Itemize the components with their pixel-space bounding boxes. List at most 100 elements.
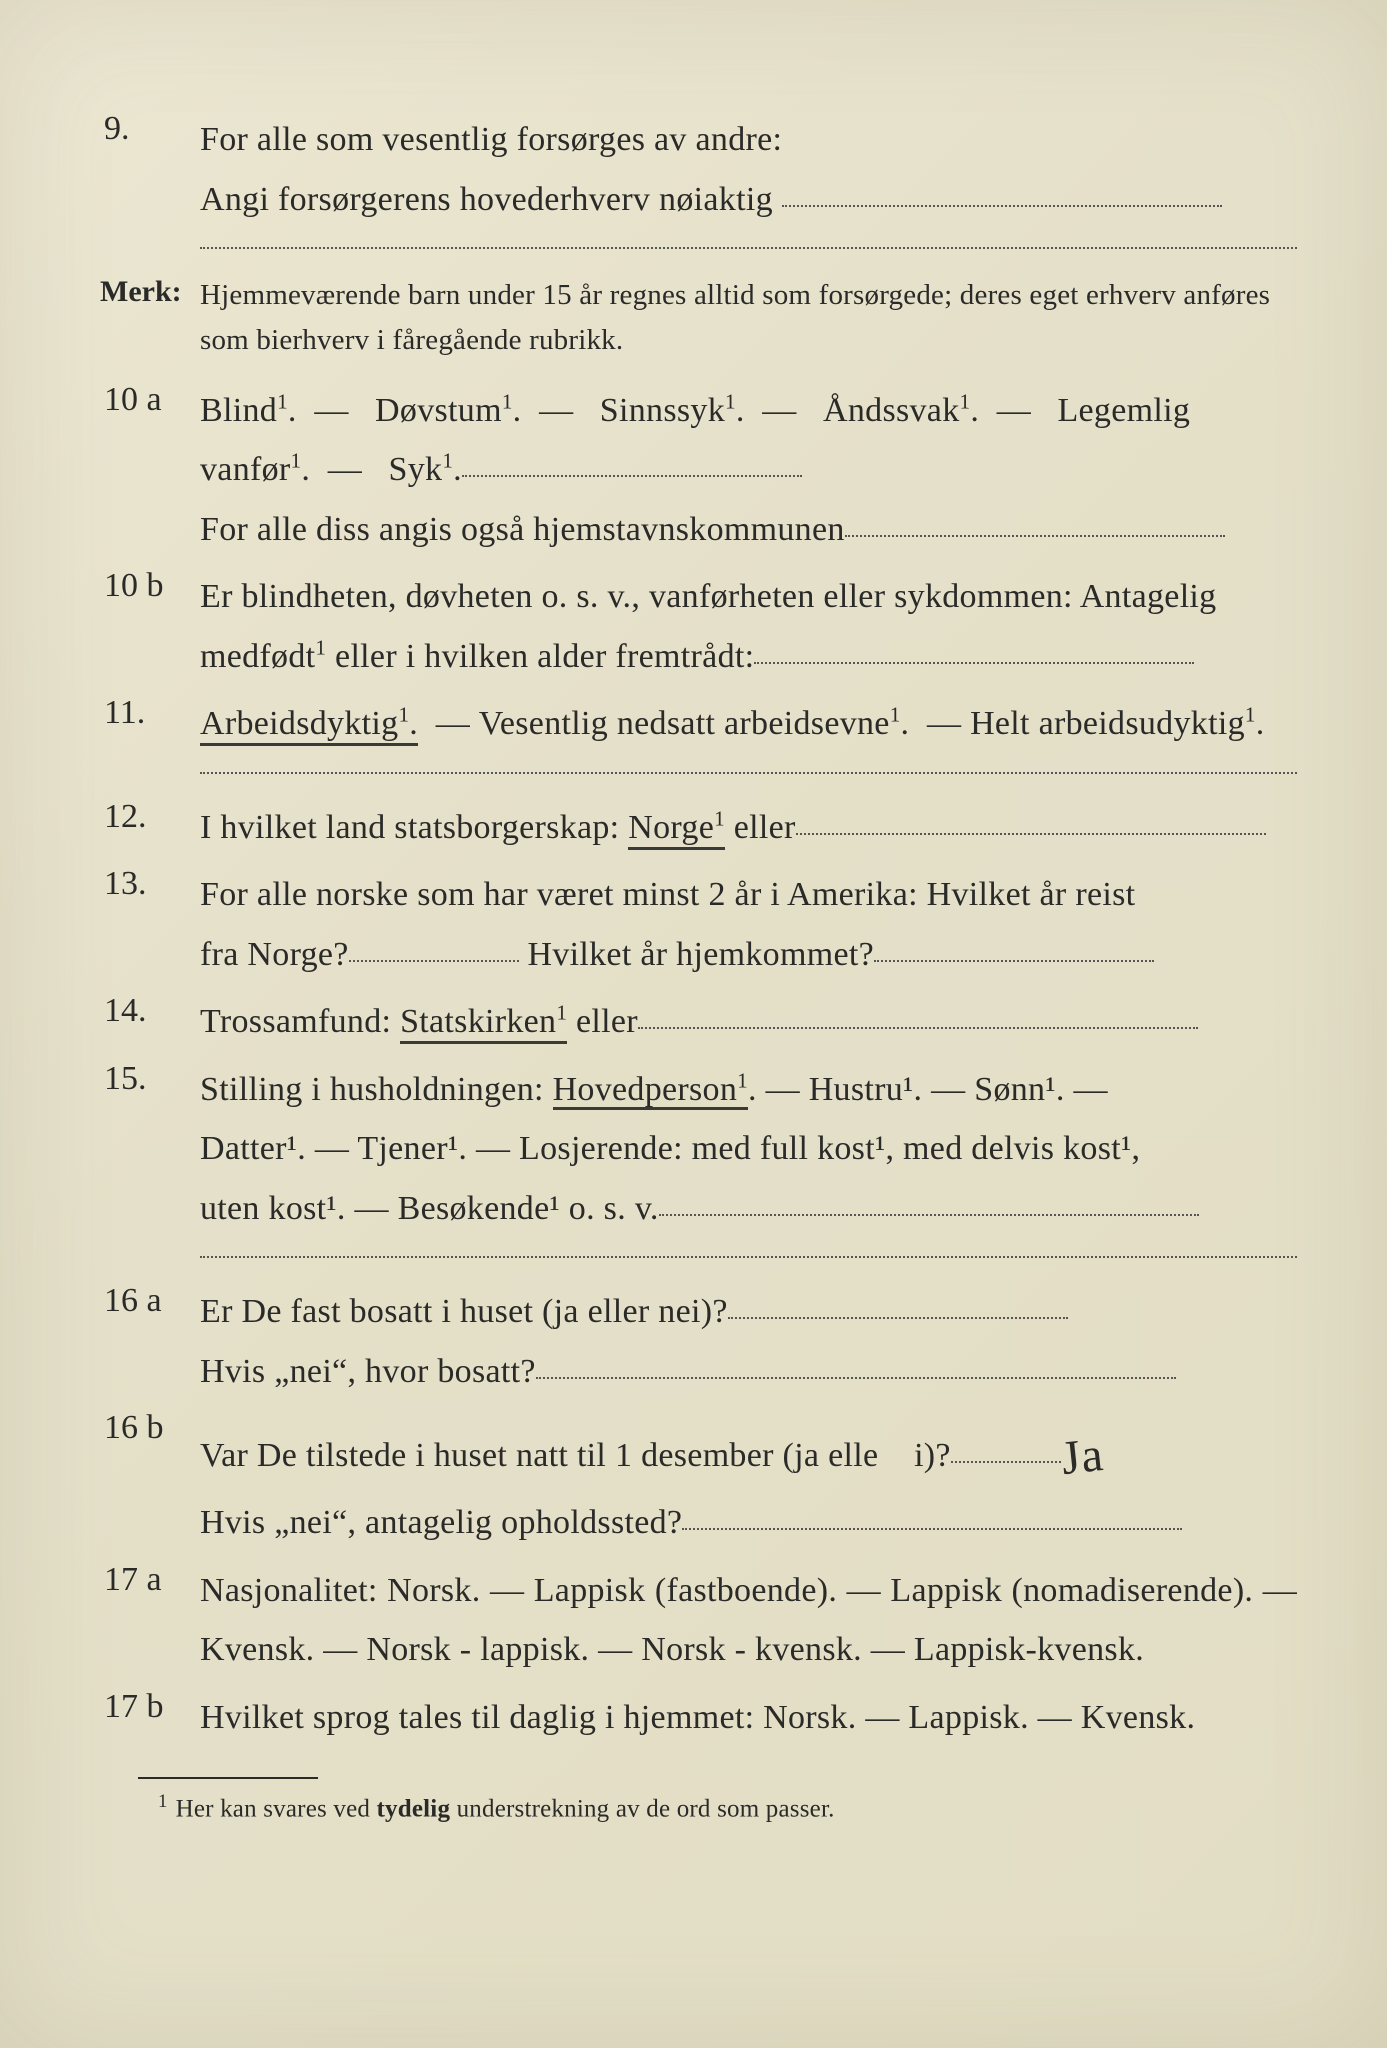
q10a-opt-blind[interactable]: Blind1. (200, 392, 297, 429)
q16a-blank1[interactable] (728, 1289, 1068, 1320)
q11-opt-arbeidsdyktig[interactable]: Arbeidsdyktig1. (200, 705, 418, 746)
q14-number: 14. (100, 992, 200, 1030)
q9-line2: Angi forsørgerens hovederhverv nøiaktig (200, 181, 773, 218)
q10a-number: 10 a (100, 381, 200, 419)
q10a-blank2[interactable] (845, 506, 1225, 537)
q16b-content: Var De tilstede i huset natt til 1 desem… (200, 1409, 1297, 1553)
q15-blank[interactable] (659, 1185, 1199, 1216)
q14-stats-text: Statskirken (400, 1003, 556, 1040)
q13-number: 13. (100, 865, 200, 903)
q13-line2b: Hvilket år hjemkommet? (519, 936, 874, 973)
q17a-text: Nasjonalitet: Norsk. — Lappisk (fastboen… (200, 1561, 1297, 1680)
q11-content: Arbeidsdyktig1. — Vesentlig nedsatt arbe… (200, 694, 1297, 754)
q10a-content: Blind1. — Døvstum1. — Sinnssyk1. — Åndss… (200, 381, 1297, 560)
q12-content: I hvilket land statsborgerskap: Norge1 e… (200, 798, 1297, 858)
question-16a: 16 a Er De fast bosatt i huset (ja eller… (100, 1282, 1297, 1401)
merk-note: Merk: Hjemmeværende barn under 15 år reg… (100, 273, 1297, 363)
footnote-text-a: Her kan svares ved (176, 1796, 377, 1823)
question-10b: 10 b Er blindheten, døvheten o. s. v., v… (100, 567, 1297, 686)
q16a-line1: Er De fast bosatt i huset (ja eller nei)… (200, 1293, 728, 1330)
question-14: 14. Trossamfund: Statskirken1 eller (100, 992, 1297, 1052)
q15-rest1: . — Hustru¹. — Sønn¹. — (748, 1071, 1108, 1108)
q17a-content: Nasjonalitet: Norsk. — Lappisk (fastboen… (200, 1561, 1297, 1680)
q12-pre: I hvilket land statsborgerskap: (200, 809, 628, 846)
q12-opt-norge[interactable]: Norge1 (628, 809, 725, 850)
question-13: 13. For alle norske som har været minst … (100, 865, 1297, 984)
question-10a: 10 a Blind1. — Døvstum1. — Sinnssyk1. — … (100, 381, 1297, 560)
q9-content: For alle som vesentlig forsørges av andr… (200, 110, 1297, 229)
q12-number: 12. (100, 798, 200, 836)
q10a-opt-syk[interactable]: Syk1. (389, 451, 462, 488)
question-17a: 17 a Nasjonalitet: Norsk. — Lappisk (fas… (100, 1561, 1297, 1680)
q14-pre: Trossamfund: (200, 1003, 400, 1040)
q9-line1: For alle som vesentlig forsørges av andr… (200, 121, 782, 158)
q15-content: Stilling i husholdningen: Hovedperson1. … (200, 1060, 1297, 1239)
q10b-medfodt[interactable]: medfødt1 (200, 638, 326, 675)
q10b-number: 10 b (100, 567, 200, 605)
question-9: 9. For alle som vesentlig forsørges av a… (100, 110, 1297, 229)
q16b-blank2[interactable] (682, 1500, 1182, 1531)
divider (200, 1256, 1297, 1258)
divider (200, 772, 1297, 774)
q16b-blank1[interactable] (951, 1433, 1061, 1464)
question-16b: 16 b Var De tilstede i huset natt til 1 … (100, 1409, 1297, 1553)
q10a-line3: For alle diss angis også hjemstavnskommu… (200, 511, 845, 548)
q11-opt-nedsatt[interactable]: Vesentlig nedsatt arbeidsevne1. (479, 705, 910, 742)
q16b-line2: Hvis „nei“, antagelig opholdssted? (200, 1504, 682, 1541)
q16b-line1b: i)? (914, 1437, 951, 1474)
q10b-line2post: eller i hvilken alder fremtrådt: (326, 638, 754, 675)
q14-blank[interactable] (638, 999, 1198, 1030)
q15-opt-hovedperson[interactable]: Hovedperson1 (553, 1071, 748, 1110)
q10b-medfodt-text: medfødt (200, 638, 315, 675)
q16a-blank2[interactable] (536, 1348, 1176, 1379)
footnote-text-b: understrekning av de ord som passer. (450, 1796, 834, 1823)
q11-number: 11. (100, 694, 200, 732)
q12-post: eller (725, 809, 796, 846)
q15-hoved-text: Hovedperson (553, 1071, 738, 1108)
q10a-blank1[interactable] (462, 447, 802, 478)
q10a-opt-andssvak[interactable]: Åndssvak1. (823, 392, 979, 429)
q11-opt3-text: Helt arbeidsudyktig (970, 705, 1245, 742)
divider (200, 247, 1297, 249)
q10b-line1: Er blindheten, døvheten o. s. v., vanfør… (200, 578, 1216, 615)
merk-label: Merk: (100, 273, 200, 309)
q13-line2a: fra Norge? (200, 936, 349, 973)
footnote-rule (138, 1777, 318, 1779)
q11-opt2-text: Vesentlig nedsatt arbeidsevne (479, 705, 890, 742)
q16a-content: Er De fast bosatt i huset (ja eller nei)… (200, 1282, 1297, 1401)
q13-blank2[interactable] (874, 931, 1154, 962)
q14-opt-statskirken[interactable]: Statskirken1 (400, 1003, 567, 1044)
q17b-content: Hvilket sprog tales til daglig i hjemmet… (200, 1688, 1297, 1748)
q13-line1: For alle norske som har været minst 2 år… (200, 876, 1135, 913)
q17b-number: 17 b (100, 1688, 200, 1726)
q10a-opt-sinnssyk[interactable]: Sinnssyk1. (600, 392, 745, 429)
question-12: 12. I hvilket land statsborgerskap: Norg… (100, 798, 1297, 858)
question-15: 15. Stilling i husholdningen: Hovedperso… (100, 1060, 1297, 1239)
q15-pre: Stilling i husholdningen: (200, 1071, 553, 1108)
q15-line2: Datter¹. — Tjener¹. — Losjerende: med fu… (200, 1130, 1140, 1167)
q16a-number: 16 a (100, 1282, 200, 1320)
q16b-answer: Ja (1057, 1413, 1108, 1501)
q10b-content: Er blindheten, døvheten o. s. v., vanfør… (200, 567, 1297, 686)
census-form-page: 9. For alle som vesentlig forsørges av a… (0, 0, 1387, 2048)
q11-opt-udyktig[interactable]: Helt arbeidsudyktig1. (970, 705, 1264, 742)
q11-opt1-text: Arbeidsdyktig (200, 705, 398, 742)
q16b-line1a: Var De tilstede i huset natt til 1 desem… (200, 1437, 878, 1474)
footnote-mark: 1 (158, 1791, 168, 1812)
q12-blank[interactable] (796, 804, 1266, 835)
merk-text: Hjemmeværende barn under 15 år regnes al… (200, 273, 1297, 363)
q17a-number: 17 a (100, 1561, 200, 1599)
q10a-opt-dovstum[interactable]: Døvstum1. (375, 392, 521, 429)
q14-post: eller (567, 1003, 638, 1040)
q9-blank[interactable] (782, 176, 1222, 207)
q15-number: 15. (100, 1060, 200, 1098)
q14-content: Trossamfund: Statskirken1 eller (200, 992, 1297, 1052)
q17b-text: Hvilket sprog tales til daglig i hjemmet… (200, 1699, 1195, 1736)
q16a-line2: Hvis „nei“, hvor bosatt? (200, 1353, 536, 1390)
question-11: 11. Arbeidsdyktig1. — Vesentlig nedsatt … (100, 694, 1297, 754)
q9-number: 9. (100, 110, 200, 148)
q10b-blank[interactable] (754, 633, 1194, 664)
q13-blank1[interactable] (349, 931, 519, 962)
footnote: 1Her kan svares ved tydelig understrekni… (100, 1791, 1297, 1823)
q13-content: For alle norske som har været minst 2 år… (200, 865, 1297, 984)
